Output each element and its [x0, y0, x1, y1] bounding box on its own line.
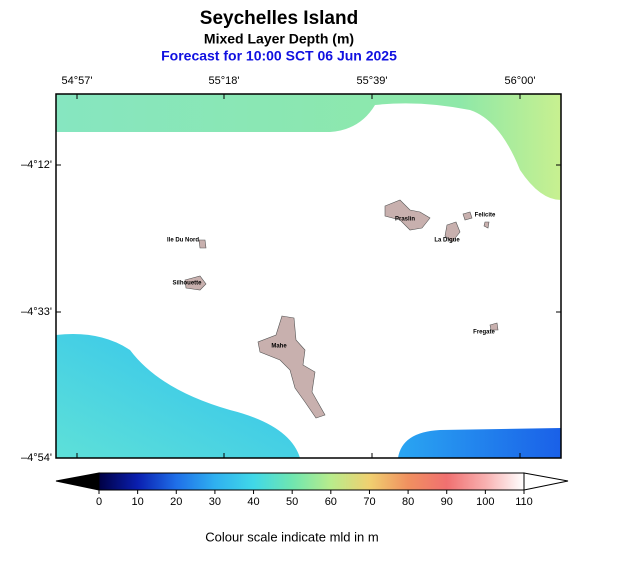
lat-label: –4°12' [21, 159, 52, 171]
colorbar-tick-label: 50 [286, 496, 298, 508]
lon-label: 55°39' [357, 75, 388, 87]
colorbar-tick-label: 80 [402, 496, 414, 508]
colorbar-over [523, 472, 569, 491]
colorbar-tick-label: 100 [476, 496, 494, 508]
mld-region [56, 334, 300, 458]
lon-label: 55°18' [209, 75, 240, 87]
place-label: Praslin [395, 217, 415, 223]
map [55, 93, 562, 459]
island [198, 239, 207, 249]
colorbar-tick-label: 40 [247, 496, 259, 508]
lat-label: –4°54' [21, 452, 52, 464]
lon-label: 54°57' [62, 75, 93, 87]
island [483, 221, 490, 229]
colorbar-tick-label: 0 [96, 496, 102, 508]
colorbar-tick-label: 110 [515, 496, 533, 508]
lon-label: 56°00' [505, 75, 536, 87]
title: Seychelles Island [200, 8, 358, 29]
colorbar-tick-label: 10 [132, 496, 144, 508]
colorbar-tick-label: 20 [170, 496, 182, 508]
map-frame [55, 93, 562, 459]
mld-region [56, 94, 561, 200]
colorbar [55, 472, 569, 491]
island [257, 315, 326, 419]
island [444, 221, 461, 243]
colorbar-under [55, 472, 100, 491]
forecast: Forecast for 10:00 SCT 06 Jun 2025 [161, 48, 397, 64]
subtitle: Mixed Layer Depth (m) [204, 31, 354, 47]
colorbar-tick-label: 70 [363, 496, 375, 508]
place-label: Felicite [475, 213, 496, 219]
island [462, 211, 473, 221]
place-label: Silhouette [172, 281, 202, 287]
mld-region [398, 428, 561, 458]
island [184, 275, 207, 291]
place-label: Mahe [271, 344, 287, 350]
lat-label: –4°33' [21, 306, 52, 318]
colorbar-tick-label: 30 [209, 496, 221, 508]
place-label: Fregate [473, 330, 495, 336]
colorbar-tick-label: 60 [325, 496, 337, 508]
colorbar-tick-label: 90 [441, 496, 453, 508]
island [384, 199, 431, 231]
place-label: Ile Du Nord [167, 238, 199, 244]
caption: Colour scale indicate mld in m [205, 529, 378, 544]
colorbar-bar [98, 472, 525, 491]
island [489, 322, 499, 331]
place-label: La Digue [434, 238, 460, 244]
